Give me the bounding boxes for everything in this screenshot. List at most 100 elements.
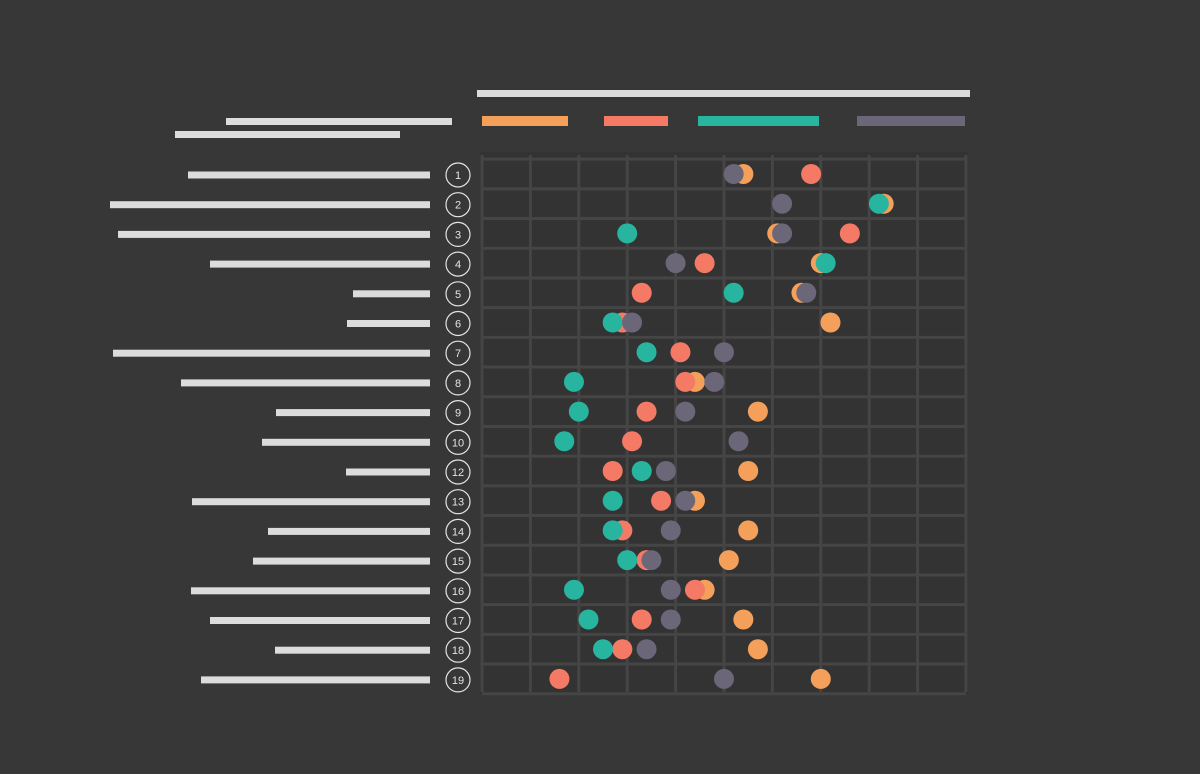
dot-slate [704,371,725,392]
dot-slate [714,668,734,689]
rank-label: 7 [455,348,461,360]
dot-coral [631,609,652,630]
dot-slate [728,431,749,452]
row-label-bar [192,498,430,506]
dot-slate [665,253,686,274]
row-label-bar [268,527,430,535]
row-label-bar [113,349,430,357]
dot-teal [602,490,623,511]
row-label-bar [191,587,430,595]
rank-label: 16 [452,586,464,598]
dot-orange [733,609,754,630]
rank-circle [445,459,471,485]
dot-coral [670,342,691,363]
row-label-bar [346,468,430,476]
rank-label: 9 [455,408,461,420]
dot-teal [631,461,652,481]
row-label-bar [118,230,430,238]
dot-teal [563,579,584,600]
dot-teal [568,401,589,422]
dot-coral [694,253,715,274]
dot-teal [815,253,836,274]
dot-slate [660,609,681,630]
dot-coral [675,371,696,392]
dot-teal [578,609,599,630]
title-placeholder-bar [477,90,970,97]
dot-coral [631,282,652,303]
dot-teal [563,371,584,392]
dot-teal [617,223,638,244]
dot-orange [810,668,831,689]
rank-label: 6 [455,319,461,331]
rank-label: 14 [452,526,464,538]
dot-coral [684,579,705,600]
rank-label: 13 [452,497,464,509]
legend-swatch-coral [604,116,668,126]
legend-swatch-orange [482,116,568,126]
rank-circle [445,667,471,693]
dots [549,164,894,689]
dot-slate [772,223,793,244]
dot-slate [675,490,696,511]
row-label-bar [275,646,430,654]
subtitle-placeholder-bar-2 [175,131,400,138]
rank-label: 3 [455,229,461,241]
rank-circle [445,400,471,426]
rank-circle [445,251,471,277]
row-label-bar [210,260,430,268]
dot-teal [554,431,575,452]
dot-teal [593,639,613,660]
rank-circle [445,518,471,545]
dot-teal [723,282,744,303]
dot-teal [602,520,623,541]
rank-circle [445,489,471,515]
dot-orange [718,550,739,571]
dot-coral [602,461,623,481]
rank-label: 18 [452,645,464,657]
dot-teal [636,342,657,363]
dot-coral [636,401,657,422]
dot-orange [738,461,759,481]
dot-slate [660,579,681,600]
rank-label: 12 [452,467,464,479]
dot-coral [622,431,643,452]
rank-circle [445,607,471,634]
dot-orange [747,401,768,422]
rank-circle [445,370,471,396]
dot-slate [660,520,681,541]
rank-label: 19 [452,675,464,687]
rank-label: 1 [455,170,461,182]
row-label-bar [262,438,430,446]
rank-circle [445,578,471,604]
rank-circle [445,162,471,188]
rank-circle [445,281,471,307]
dot-coral [839,223,860,244]
row-label-bar [201,676,430,684]
dot-slate [723,164,744,184]
dot-slate [641,550,662,571]
dot-slate [655,461,676,481]
row-label-bar [188,171,430,179]
legend-swatch-teal [698,116,819,126]
dot-teal [868,193,889,214]
dot-orange [738,520,759,541]
rank-label: 17 [452,616,464,628]
dot-slate [714,342,734,363]
dot-orange [747,639,768,660]
rank-label: 10 [452,437,464,449]
rank-circle [445,192,471,218]
legend-swatch-slate [857,116,965,126]
grid [480,155,968,696]
row-label-bar [347,320,430,327]
rank-circle [445,310,471,337]
dot-slate [796,282,817,303]
rank-circle [445,221,471,247]
dot-slate [675,401,696,422]
subtitle-placeholder-bar-1 [226,118,452,125]
dot-coral [651,490,672,511]
dot-orange [820,312,841,333]
rank-circle [445,548,471,574]
row-label-bar [181,379,430,387]
